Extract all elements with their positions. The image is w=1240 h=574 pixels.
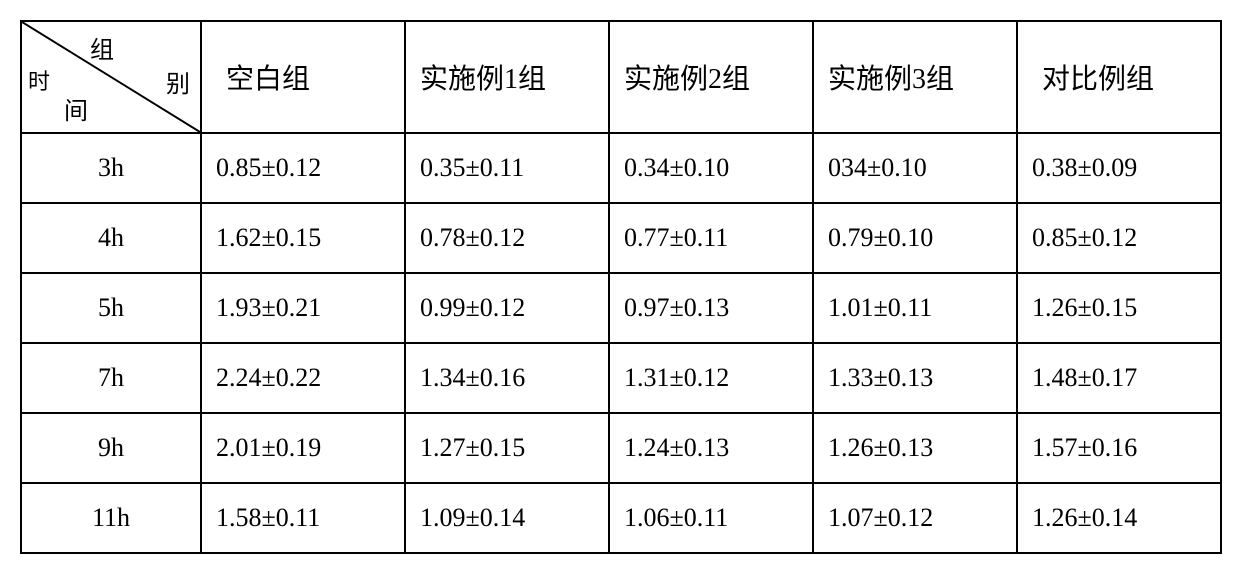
row-axis-label-a: 时	[28, 64, 50, 96]
value-cell: 0.99±0.12	[405, 273, 609, 343]
header-row: 组 别 时 间 空白组 实施例1组 实施例2组 实施例3组 对比例组	[21, 21, 1221, 133]
row-axis-label-b: 间	[64, 91, 88, 126]
value-cell: 2.24±0.22	[201, 343, 405, 413]
value-cell: 1.01±0.11	[813, 273, 1017, 343]
col-header: 空白组	[201, 21, 405, 133]
col-axis-label-b: 别	[166, 64, 190, 99]
value-cell: 0.77±0.11	[609, 203, 813, 273]
value-cell: 1.34±0.16	[405, 343, 609, 413]
table-row: 7h 2.24±0.22 1.34±0.16 1.31±0.12 1.33±0.…	[21, 343, 1221, 413]
value-cell: 1.57±0.16	[1017, 413, 1221, 483]
value-cell: 1.48±0.17	[1017, 343, 1221, 413]
value-cell: 1.26±0.14	[1017, 483, 1221, 553]
value-cell: 1.26±0.13	[813, 413, 1017, 483]
time-cell: 4h	[21, 203, 201, 273]
value-cell: 0.97±0.13	[609, 273, 813, 343]
time-cell: 11h	[21, 483, 201, 553]
col-header: 对比例组	[1017, 21, 1221, 133]
value-cell: 1.09±0.14	[405, 483, 609, 553]
data-table: 组 别 时 间 空白组 实施例1组 实施例2组 实施例3组 对比例组 3h 0.…	[20, 20, 1222, 554]
time-cell: 5h	[21, 273, 201, 343]
value-cell: 1.62±0.15	[201, 203, 405, 273]
value-cell: 0.78±0.12	[405, 203, 609, 273]
col-header: 实施例3组	[813, 21, 1017, 133]
table-row: 4h 1.62±0.15 0.78±0.12 0.77±0.11 0.79±0.…	[21, 203, 1221, 273]
value-cell: 0.34±0.10	[609, 133, 813, 203]
value-cell: 0.35±0.11	[405, 133, 609, 203]
table-row: 5h 1.93±0.21 0.99±0.12 0.97±0.13 1.01±0.…	[21, 273, 1221, 343]
time-cell: 3h	[21, 133, 201, 203]
table-row: 11h 1.58±0.11 1.09±0.14 1.06±0.11 1.07±0…	[21, 483, 1221, 553]
col-header: 实施例2组	[609, 21, 813, 133]
value-cell: 1.07±0.12	[813, 483, 1017, 553]
value-cell: 0.79±0.10	[813, 203, 1017, 273]
table-row: 9h 2.01±0.19 1.27±0.15 1.24±0.13 1.26±0.…	[21, 413, 1221, 483]
value-cell: 2.01±0.19	[201, 413, 405, 483]
value-cell: 0.85±0.12	[201, 133, 405, 203]
value-cell: 1.06±0.11	[609, 483, 813, 553]
table-row: 3h 0.85±0.12 0.35±0.11 0.34±0.10 034±0.1…	[21, 133, 1221, 203]
value-cell: 0.38±0.09	[1017, 133, 1221, 203]
value-cell: 1.31±0.12	[609, 343, 813, 413]
value-cell: 0.85±0.12	[1017, 203, 1221, 273]
time-cell: 9h	[21, 413, 201, 483]
value-cell: 034±0.10	[813, 133, 1017, 203]
value-cell: 1.27±0.15	[405, 413, 609, 483]
table-body: 3h 0.85±0.12 0.35±0.11 0.34±0.10 034±0.1…	[21, 133, 1221, 553]
value-cell: 1.33±0.13	[813, 343, 1017, 413]
value-cell: 1.24±0.13	[609, 413, 813, 483]
time-cell: 7h	[21, 343, 201, 413]
col-axis-label-a: 组	[90, 30, 114, 65]
value-cell: 1.58±0.11	[201, 483, 405, 553]
value-cell: 1.93±0.21	[201, 273, 405, 343]
value-cell: 1.26±0.15	[1017, 273, 1221, 343]
col-header: 实施例1组	[405, 21, 609, 133]
corner-cell: 组 别 时 间	[21, 21, 201, 133]
